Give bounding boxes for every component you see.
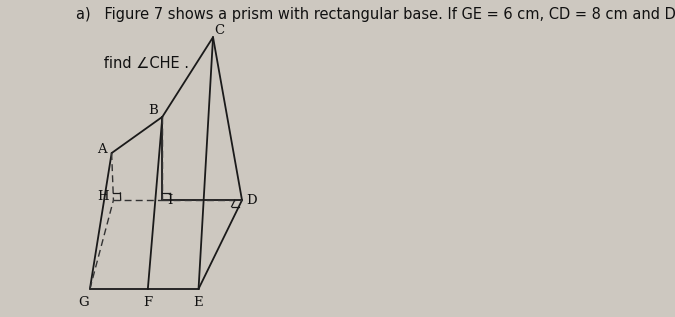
Text: B: B (148, 104, 158, 117)
Text: D: D (246, 194, 256, 207)
Text: G: G (78, 296, 88, 309)
Text: C: C (215, 24, 225, 37)
Text: F: F (143, 296, 153, 309)
Text: H: H (97, 190, 109, 203)
Text: E: E (194, 296, 203, 309)
Text: find ∠CHE .: find ∠CHE . (76, 56, 188, 71)
Text: I: I (167, 194, 173, 207)
Text: a)   Figure 7 shows a prism with rectangular base. If GE = 6 cm, CD = 8 cm and D: a) Figure 7 shows a prism with rectangul… (76, 7, 675, 23)
Text: A: A (97, 143, 106, 156)
